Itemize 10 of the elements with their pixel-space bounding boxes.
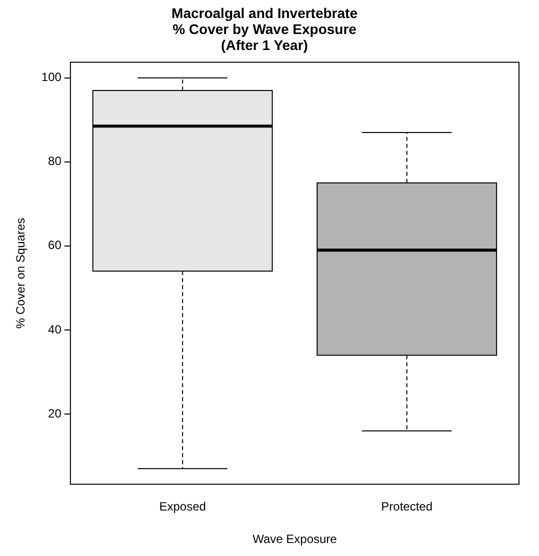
y-tick-label: 60 <box>48 238 62 252</box>
y-tick-label: 80 <box>48 154 62 168</box>
y-tick-label: 40 <box>48 322 62 336</box>
y-tick-label: 20 <box>48 406 62 420</box>
y-tick-label: 100 <box>41 70 62 84</box>
y-axis-title: % Cover on Squares <box>14 218 28 329</box>
x-tick-label: Protected <box>381 500 433 514</box>
x-axis-title: Wave Exposure <box>252 532 338 546</box>
chart-title: Macroalgal and Invertebrate % Cover by Wave Exposure (After 1 Year) <box>172 4 358 54</box>
x-tick-label: Exposed <box>159 500 206 514</box>
